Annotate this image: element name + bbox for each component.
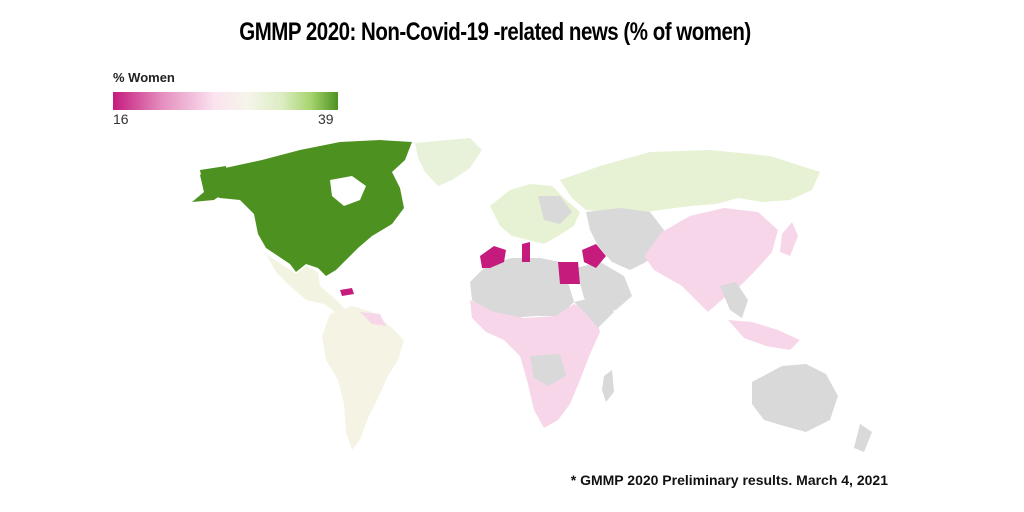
egypt-region xyxy=(558,262,580,284)
southeast-asia-region xyxy=(728,320,800,350)
tunisia-region xyxy=(522,242,530,262)
morocco-region xyxy=(480,246,506,268)
legend-min-label: 16 xyxy=(113,111,129,127)
australia-nodata xyxy=(752,364,838,432)
footnote: * GMMP 2020 Preliminary results. March 4… xyxy=(570,472,888,488)
asia-region xyxy=(644,208,778,312)
russia-region xyxy=(560,150,820,214)
alaska-region xyxy=(192,166,228,202)
legend-max-label: 39 xyxy=(318,111,334,127)
legend-title: % Women xyxy=(113,70,175,85)
venezuela-region xyxy=(360,312,386,326)
madagascar-nodata xyxy=(602,370,614,402)
caribbean-region xyxy=(340,288,354,296)
europe-nodata xyxy=(538,196,572,224)
hudson-bay xyxy=(330,176,366,206)
central-asia-nodata xyxy=(586,208,664,270)
new-zealand-nodata xyxy=(854,424,872,452)
greenland-region xyxy=(415,138,482,186)
horn-nodata xyxy=(574,296,614,328)
africa-north-nodata xyxy=(470,258,574,318)
south-america-region xyxy=(322,306,404,450)
map-title: GMMP 2020: Non-Covid-19 -related news (%… xyxy=(239,18,751,46)
jordan-region xyxy=(582,244,606,268)
north-america-region xyxy=(200,140,412,276)
japan-region xyxy=(780,222,798,256)
legend-color-scale xyxy=(113,92,338,110)
central-africa-nodata xyxy=(530,354,566,386)
central-america-region xyxy=(266,254,344,314)
indochina-nodata xyxy=(720,282,748,318)
